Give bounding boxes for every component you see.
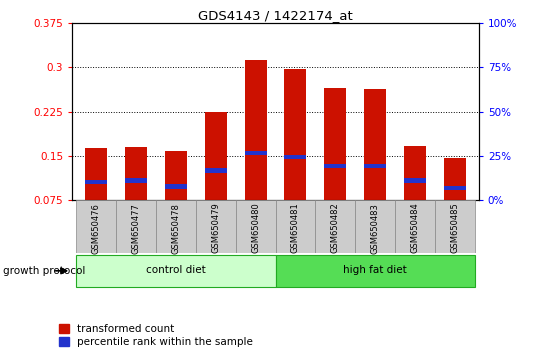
Text: GSM650483: GSM650483 <box>371 202 380 253</box>
Bar <box>235 200 276 253</box>
Bar <box>125 178 147 183</box>
Text: GSM650480: GSM650480 <box>251 202 260 253</box>
Text: GSM650485: GSM650485 <box>450 202 460 253</box>
Bar <box>165 184 187 188</box>
Text: GSM650476: GSM650476 <box>91 202 101 253</box>
Bar <box>364 164 386 168</box>
Text: GSM650481: GSM650481 <box>291 202 300 253</box>
Bar <box>116 200 156 253</box>
Text: growth protocol: growth protocol <box>3 266 85 276</box>
Bar <box>85 148 107 200</box>
Text: GSM650477: GSM650477 <box>132 202 141 253</box>
Bar <box>435 200 475 253</box>
Text: control diet: control diet <box>146 265 206 275</box>
Bar <box>355 200 395 253</box>
Bar <box>316 200 355 253</box>
Bar <box>205 112 227 200</box>
Bar <box>276 255 475 287</box>
Bar <box>444 158 466 200</box>
Bar <box>364 89 386 200</box>
Text: GSM650478: GSM650478 <box>171 202 180 253</box>
Bar <box>276 200 316 253</box>
Bar <box>125 147 147 200</box>
Bar <box>165 151 187 200</box>
Bar <box>444 186 466 190</box>
Bar <box>196 200 235 253</box>
Bar <box>404 178 426 183</box>
Bar <box>285 155 307 159</box>
Bar <box>404 146 426 200</box>
Bar <box>244 151 266 155</box>
Text: GSM650479: GSM650479 <box>211 202 220 253</box>
Text: GSM650482: GSM650482 <box>331 202 340 253</box>
Text: high fat diet: high fat diet <box>343 265 407 275</box>
Legend: transformed count, percentile rank within the sample: transformed count, percentile rank withi… <box>59 324 254 347</box>
Bar <box>76 255 276 287</box>
Bar <box>395 200 435 253</box>
Bar <box>244 60 266 200</box>
Bar <box>324 164 346 168</box>
Bar <box>76 200 116 253</box>
Bar <box>156 200 196 253</box>
Text: GSM650484: GSM650484 <box>410 202 419 253</box>
Title: GDS4143 / 1422174_at: GDS4143 / 1422174_at <box>198 9 353 22</box>
Bar <box>285 69 307 200</box>
Bar <box>324 88 346 200</box>
Bar <box>205 169 227 172</box>
Bar <box>85 180 107 184</box>
